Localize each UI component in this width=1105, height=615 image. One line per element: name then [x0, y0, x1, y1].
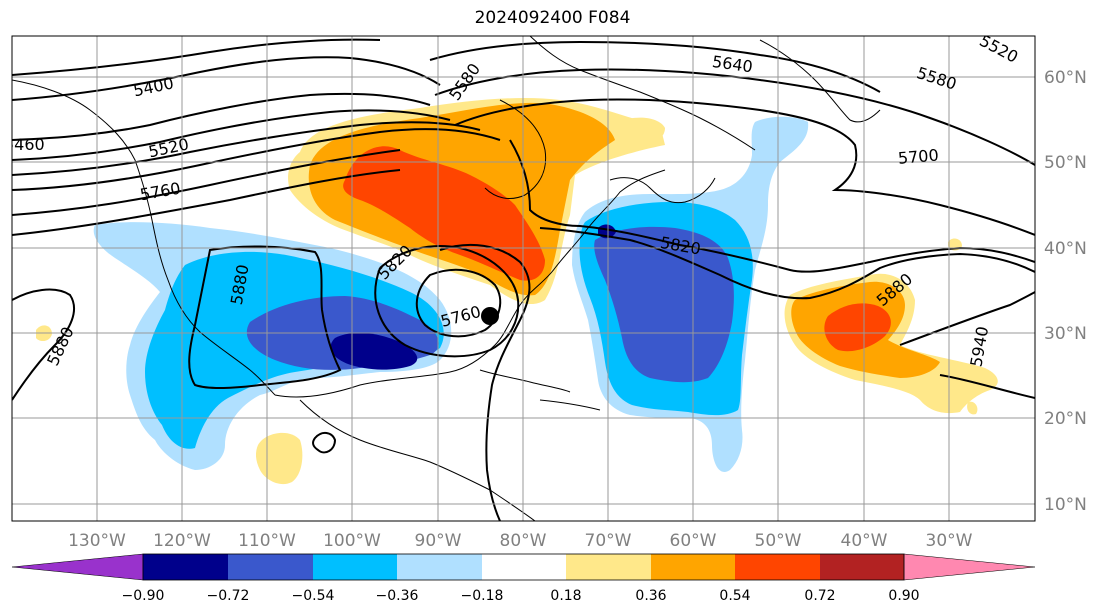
warm-anomaly-atlantic: [784, 273, 998, 414]
lon-label: 110°W: [238, 531, 296, 551]
contour-line: [12, 169, 401, 236]
lat-label: 60°N: [1044, 68, 1087, 88]
warm-patch-east-atlantic: [967, 401, 978, 415]
coastline-arctic: [529, 36, 756, 151]
height-contours: [12, 38, 1035, 521]
warm-anomaly-north-america: [288, 97, 665, 305]
colorbar-segment: [228, 554, 313, 580]
contour-line: [188, 245, 342, 390]
colorbar-tick-label: −0.72: [207, 588, 250, 604]
lon-label: 40°W: [841, 531, 888, 551]
coastlines: [12, 36, 881, 521]
contour-line: [374, 245, 520, 358]
colorbar-tick-label: 0.54: [719, 588, 750, 604]
lon-label: 60°W: [670, 531, 717, 551]
contour-line: [429, 40, 881, 93]
colorbar-tick-label: 0.90: [888, 588, 919, 604]
colorbar-tick-label: 0.36: [635, 588, 666, 604]
lat-label: 10°N: [1044, 495, 1087, 515]
contour-line: [415, 268, 502, 338]
lon-label: 120°W: [153, 531, 211, 551]
colorbar-border: [142, 553, 905, 581]
anomaly-fill: [343, 146, 545, 281]
contour-line: [454, 98, 1035, 236]
longitude-labels: 130°W 120°W 110°W 100°W 90°W 80°W 70°W 6…: [68, 531, 973, 551]
contour-line: [509, 139, 1035, 273]
coastline-newfoundland: [609, 177, 716, 204]
anomaly-fill: [824, 303, 891, 352]
lon-label: 50°W: [755, 531, 802, 551]
contour-line: [12, 121, 481, 176]
contour-line: [12, 288, 75, 401]
colorbar-tick-label: −0.18: [461, 588, 504, 604]
contour-line: [539, 227, 1035, 300]
lat-label: 30°N: [1044, 324, 1087, 344]
colorbar-segment: [735, 554, 820, 580]
lon-label: 70°W: [585, 531, 632, 551]
contour-line: [312, 432, 337, 454]
colorbar-segment: [143, 554, 228, 580]
lon-label: 100°W: [323, 531, 381, 551]
warm-patch-pacific: [255, 432, 303, 485]
storm-center-marker: [481, 307, 499, 325]
colorbar-segment: [313, 554, 397, 580]
latitude-labels: 60°N 50°N 40°N 30°N 20°N 10°N: [1044, 68, 1087, 515]
coastline-gulf: [274, 169, 666, 398]
colorbar-extend-high: [903, 553, 1036, 581]
coastline-caribbean: [479, 369, 601, 411]
lon-label: 30°W: [926, 531, 973, 551]
lon-label: 80°W: [500, 531, 547, 551]
colorbar-tick-label: −0.90: [122, 588, 165, 604]
lat-label: 20°N: [1044, 409, 1087, 429]
lat-label: 50°N: [1044, 153, 1087, 173]
colorbar-segment: [820, 554, 904, 580]
colorbar-tick-label: 0.72: [804, 588, 835, 604]
warm-patch-northeast: [621, 117, 665, 146]
plot-border: [11, 35, 1036, 522]
contour-line: [12, 56, 441, 101]
colorbar-ticks: −0.90 −0.72 −0.54 −0.36 −0.18 0.18 0.36 …: [122, 588, 920, 604]
contour-label: 5700: [897, 145, 939, 167]
cold-anomaly-southwest: [93, 222, 452, 470]
colorbar-segment: [397, 554, 482, 580]
lon-label: 130°W: [68, 531, 126, 551]
contour-line: [439, 243, 531, 521]
colorbar-tick-label: −0.54: [292, 588, 335, 604]
colorbar-segment: [651, 554, 735, 580]
coastline-west-north-america: [12, 79, 276, 396]
graticule: [12, 36, 1035, 521]
map-title: 2024092400 F084: [474, 8, 631, 28]
colorbar-tick-label: 0.18: [550, 588, 581, 604]
coastline-central-america: [299, 399, 536, 521]
colorbar-segment: [566, 554, 651, 580]
contour-line: [12, 109, 451, 161]
lat-label: 40°N: [1044, 239, 1087, 259]
contour-line: [434, 68, 1035, 166]
contour-line: [12, 149, 401, 216]
coastline-hudson-bay: [484, 99, 547, 199]
contour-label: 5460: [4, 135, 45, 154]
colorbar-segment: [482, 554, 566, 580]
lon-label: 90°W: [415, 531, 462, 551]
colorbar: [11, 553, 1036, 581]
contour-line: [12, 38, 381, 76]
colorbar-tick-label: −0.36: [376, 588, 419, 604]
colorbar-extend-low: [11, 553, 144, 581]
contour-line: [12, 92, 431, 141]
